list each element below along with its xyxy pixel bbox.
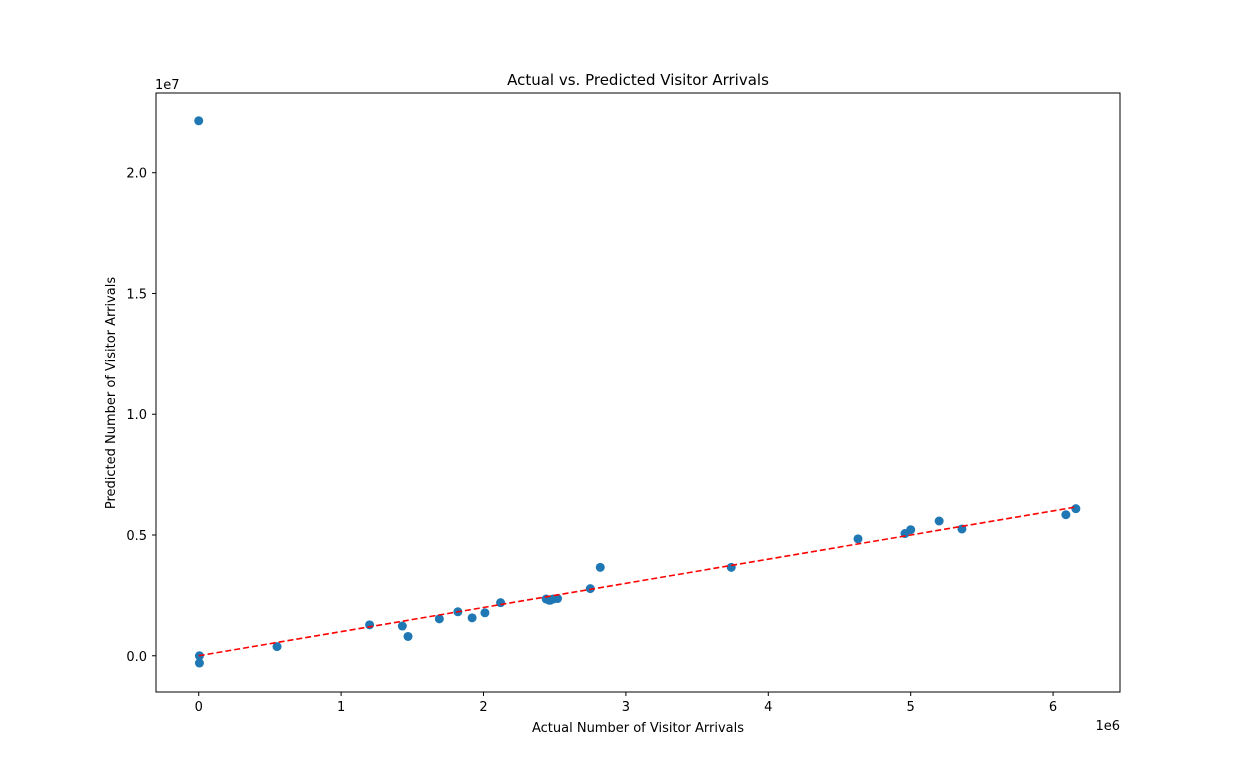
y-tick-label: 1.5 [126,287,147,302]
reference-line [198,506,1076,657]
y-tick-label: 2.0 [126,167,147,182]
data-point [434,614,444,624]
data-point [272,642,282,652]
data-point [934,516,944,526]
data-point [1071,504,1081,514]
y-tick-label: 0.5 [126,529,147,544]
x-tick-label: 6 [1049,700,1057,715]
data-point [467,613,477,623]
x-tick-label: 0 [195,700,203,715]
x-tick-label: 1 [337,700,345,715]
data-point [480,608,490,618]
x-tick-label: 2 [479,700,487,715]
plot-area: 0 1 2 3 4 5 6 0.0 0.5 1.0 1.5 2.0 [126,92,1121,715]
x-tick-label: 3 [622,700,630,715]
plot-frame [155,92,1121,693]
y-axis-label: Predicted Number of Visitor Arrivals [104,277,119,510]
data-point [1061,510,1071,520]
data-point [595,562,605,572]
y-tick-label: 0.0 [126,650,147,665]
data-point [906,525,916,535]
data-point [403,631,413,641]
y-tick-label: 1.0 [126,408,147,423]
data-point [853,534,863,544]
x-tick-label: 4 [764,700,772,715]
x-axis-offset-label: 1e6 [1095,719,1120,734]
chart-title: Actual vs. Predicted Visitor Arrivals [507,71,769,89]
x-axis-label: Actual Number of Visitor Arrivals [532,721,744,736]
x-tick-label: 5 [907,700,915,715]
y-axis-offset-label: 1e7 [155,78,180,93]
data-point [553,594,563,604]
data-point [194,116,204,126]
data-point [397,621,407,631]
data-point [365,620,375,630]
data-point [194,658,204,668]
